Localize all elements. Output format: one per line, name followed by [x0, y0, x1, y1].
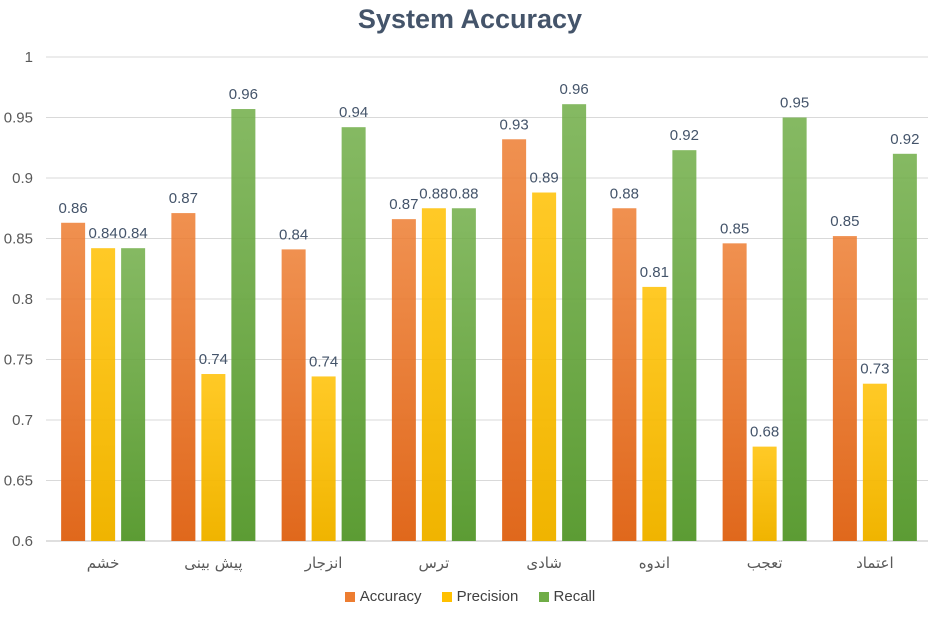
data-label: 0.85: [720, 220, 749, 237]
legend-item-recall: Recall: [538, 588, 596, 605]
data-label: 0.96: [560, 81, 589, 98]
bar-recall: [231, 109, 256, 541]
legend-label-precision: Precision: [456, 588, 519, 605]
y-tick-label: 0.9: [12, 170, 33, 187]
bar-accuracy: [722, 243, 747, 541]
bar-precision: [532, 192, 557, 541]
data-label: 0.96: [229, 86, 258, 103]
data-label: 0.92: [670, 127, 699, 144]
bar-accuracy: [281, 249, 306, 541]
bar-recall: [451, 208, 476, 541]
x-axis: خشم پیش بینی انزجار ترس شادی اندوه تعجب اعتماد: [87, 554, 894, 573]
y-tick-label: 0.75: [4, 352, 33, 369]
legend-item-precision: Precision: [441, 588, 519, 605]
bar-recall: [672, 150, 697, 542]
data-label: 0.81: [640, 264, 669, 281]
bar-accuracy: [612, 208, 637, 541]
data-label: 0.94: [339, 104, 368, 121]
legend-swatch-precision: [441, 591, 452, 602]
legend-swatch-accuracy: [344, 591, 355, 602]
y-tick-label: 0.8: [12, 291, 33, 308]
bar-recall: [892, 153, 917, 542]
data-label: 0.88: [610, 185, 639, 202]
x-tick-label: انزجار: [304, 554, 343, 572]
y-tick-label: 0.85: [4, 231, 33, 248]
y-tick-label: 0.7: [12, 412, 33, 429]
data-label: 0.84: [89, 225, 118, 242]
legend: Accuracy Precision Recall: [0, 588, 940, 606]
data-label: 0.88: [419, 185, 448, 202]
bar-accuracy: [832, 236, 857, 541]
bar-precision: [862, 383, 887, 541]
bar-precision: [421, 208, 446, 541]
data-labels: 0.860.84 0.840.870.740.960.840.740.940.87…: [59, 81, 920, 440]
x-tick-label: ترس: [418, 554, 449, 572]
data-label: 0.74: [309, 353, 338, 370]
x-tick-label: شادی: [526, 554, 562, 572]
y-tick-label: 1: [25, 49, 33, 66]
data-label: 0.74: [199, 351, 228, 368]
bars: [61, 104, 917, 542]
bar-recall: [562, 104, 587, 541]
bar-recall: [782, 117, 807, 541]
x-tick-label: تعجب: [747, 554, 783, 572]
x-tick-label: اندوه: [639, 554, 670, 572]
data-label: 0.84: [119, 225, 148, 242]
bar-accuracy: [391, 219, 416, 541]
data-label: 0.68: [750, 424, 779, 441]
bar-precision: [91, 248, 116, 541]
bar-precision: [311, 376, 336, 541]
bar-precision: [201, 374, 226, 541]
data-label: 0.87: [389, 196, 418, 213]
y-tick-label: 0.65: [4, 473, 33, 490]
bar-accuracy: [171, 213, 196, 541]
bar-accuracy: [61, 222, 86, 541]
bar-precision: [642, 286, 667, 541]
x-tick-label: پیش بینی: [184, 554, 242, 573]
data-label: 0.84: [279, 226, 308, 243]
legend-item-accuracy: Accuracy: [344, 588, 422, 605]
y-tick-label: 0.95: [4, 110, 33, 127]
legend-swatch-recall: [538, 591, 549, 602]
y-axis: 0.6 0.65 0.7 0.75 0.8 0.85 0.9 0.95 1: [4, 49, 33, 550]
legend-label-accuracy: Accuracy: [359, 588, 422, 605]
x-tick-label: اعتماد: [856, 554, 894, 572]
data-label: 0.87: [169, 190, 198, 207]
bar-recall: [341, 127, 366, 542]
data-label: 0.86: [59, 200, 88, 217]
bar-precision: [752, 446, 777, 541]
data-label: 0.95: [780, 95, 809, 112]
data-label: 0.93: [500, 116, 529, 133]
bar-recall: [121, 248, 146, 541]
data-label: 0.85: [830, 213, 859, 230]
bar-accuracy: [502, 139, 527, 541]
data-label: 0.92: [890, 131, 919, 148]
chart-title: System Accuracy: [357, 4, 583, 34]
legend-label-recall: Recall: [553, 588, 596, 605]
x-tick-label: خشم: [87, 554, 120, 572]
data-label: 0.73: [860, 361, 889, 378]
data-label: 0.89: [530, 170, 559, 187]
y-tick-label: 0.6: [12, 533, 33, 550]
data-label: 0.88: [449, 185, 478, 202]
